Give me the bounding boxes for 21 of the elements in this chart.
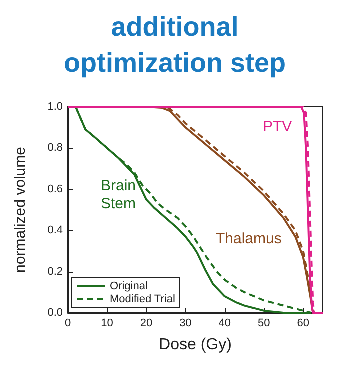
annotation: Brain Stem <box>101 178 136 212</box>
y-tick-label: 1.0 <box>48 101 63 113</box>
x-tick-label: 40 <box>218 318 232 330</box>
y-tick-label: 0.4 <box>48 224 63 237</box>
y-tick-label: 0.6 <box>48 183 63 196</box>
y-tick-label: 0.2 <box>48 266 63 278</box>
y-tick-label: 0.8 <box>48 142 63 154</box>
y-axis-title: normalized volume <box>12 147 29 273</box>
x-axis-title: Dose (Gy) <box>159 336 232 354</box>
annotation: Thalamus <box>216 230 282 248</box>
legend-label: Original <box>110 280 148 292</box>
x-tick-label: 0 <box>64 318 72 330</box>
x-tick-label: 50 <box>258 318 270 330</box>
legend-label: Modified Trial <box>110 294 176 306</box>
x-tick-label: 10 <box>101 318 114 330</box>
chart-title: additional optimization step <box>64 12 286 78</box>
x-tick-label: 60 <box>297 318 310 330</box>
x-tick-label: 20 <box>140 318 153 330</box>
x-tick-label: 30 <box>180 318 192 330</box>
y-tick-label: 0.0 <box>48 307 63 319</box>
annotation: PTV <box>263 118 292 136</box>
